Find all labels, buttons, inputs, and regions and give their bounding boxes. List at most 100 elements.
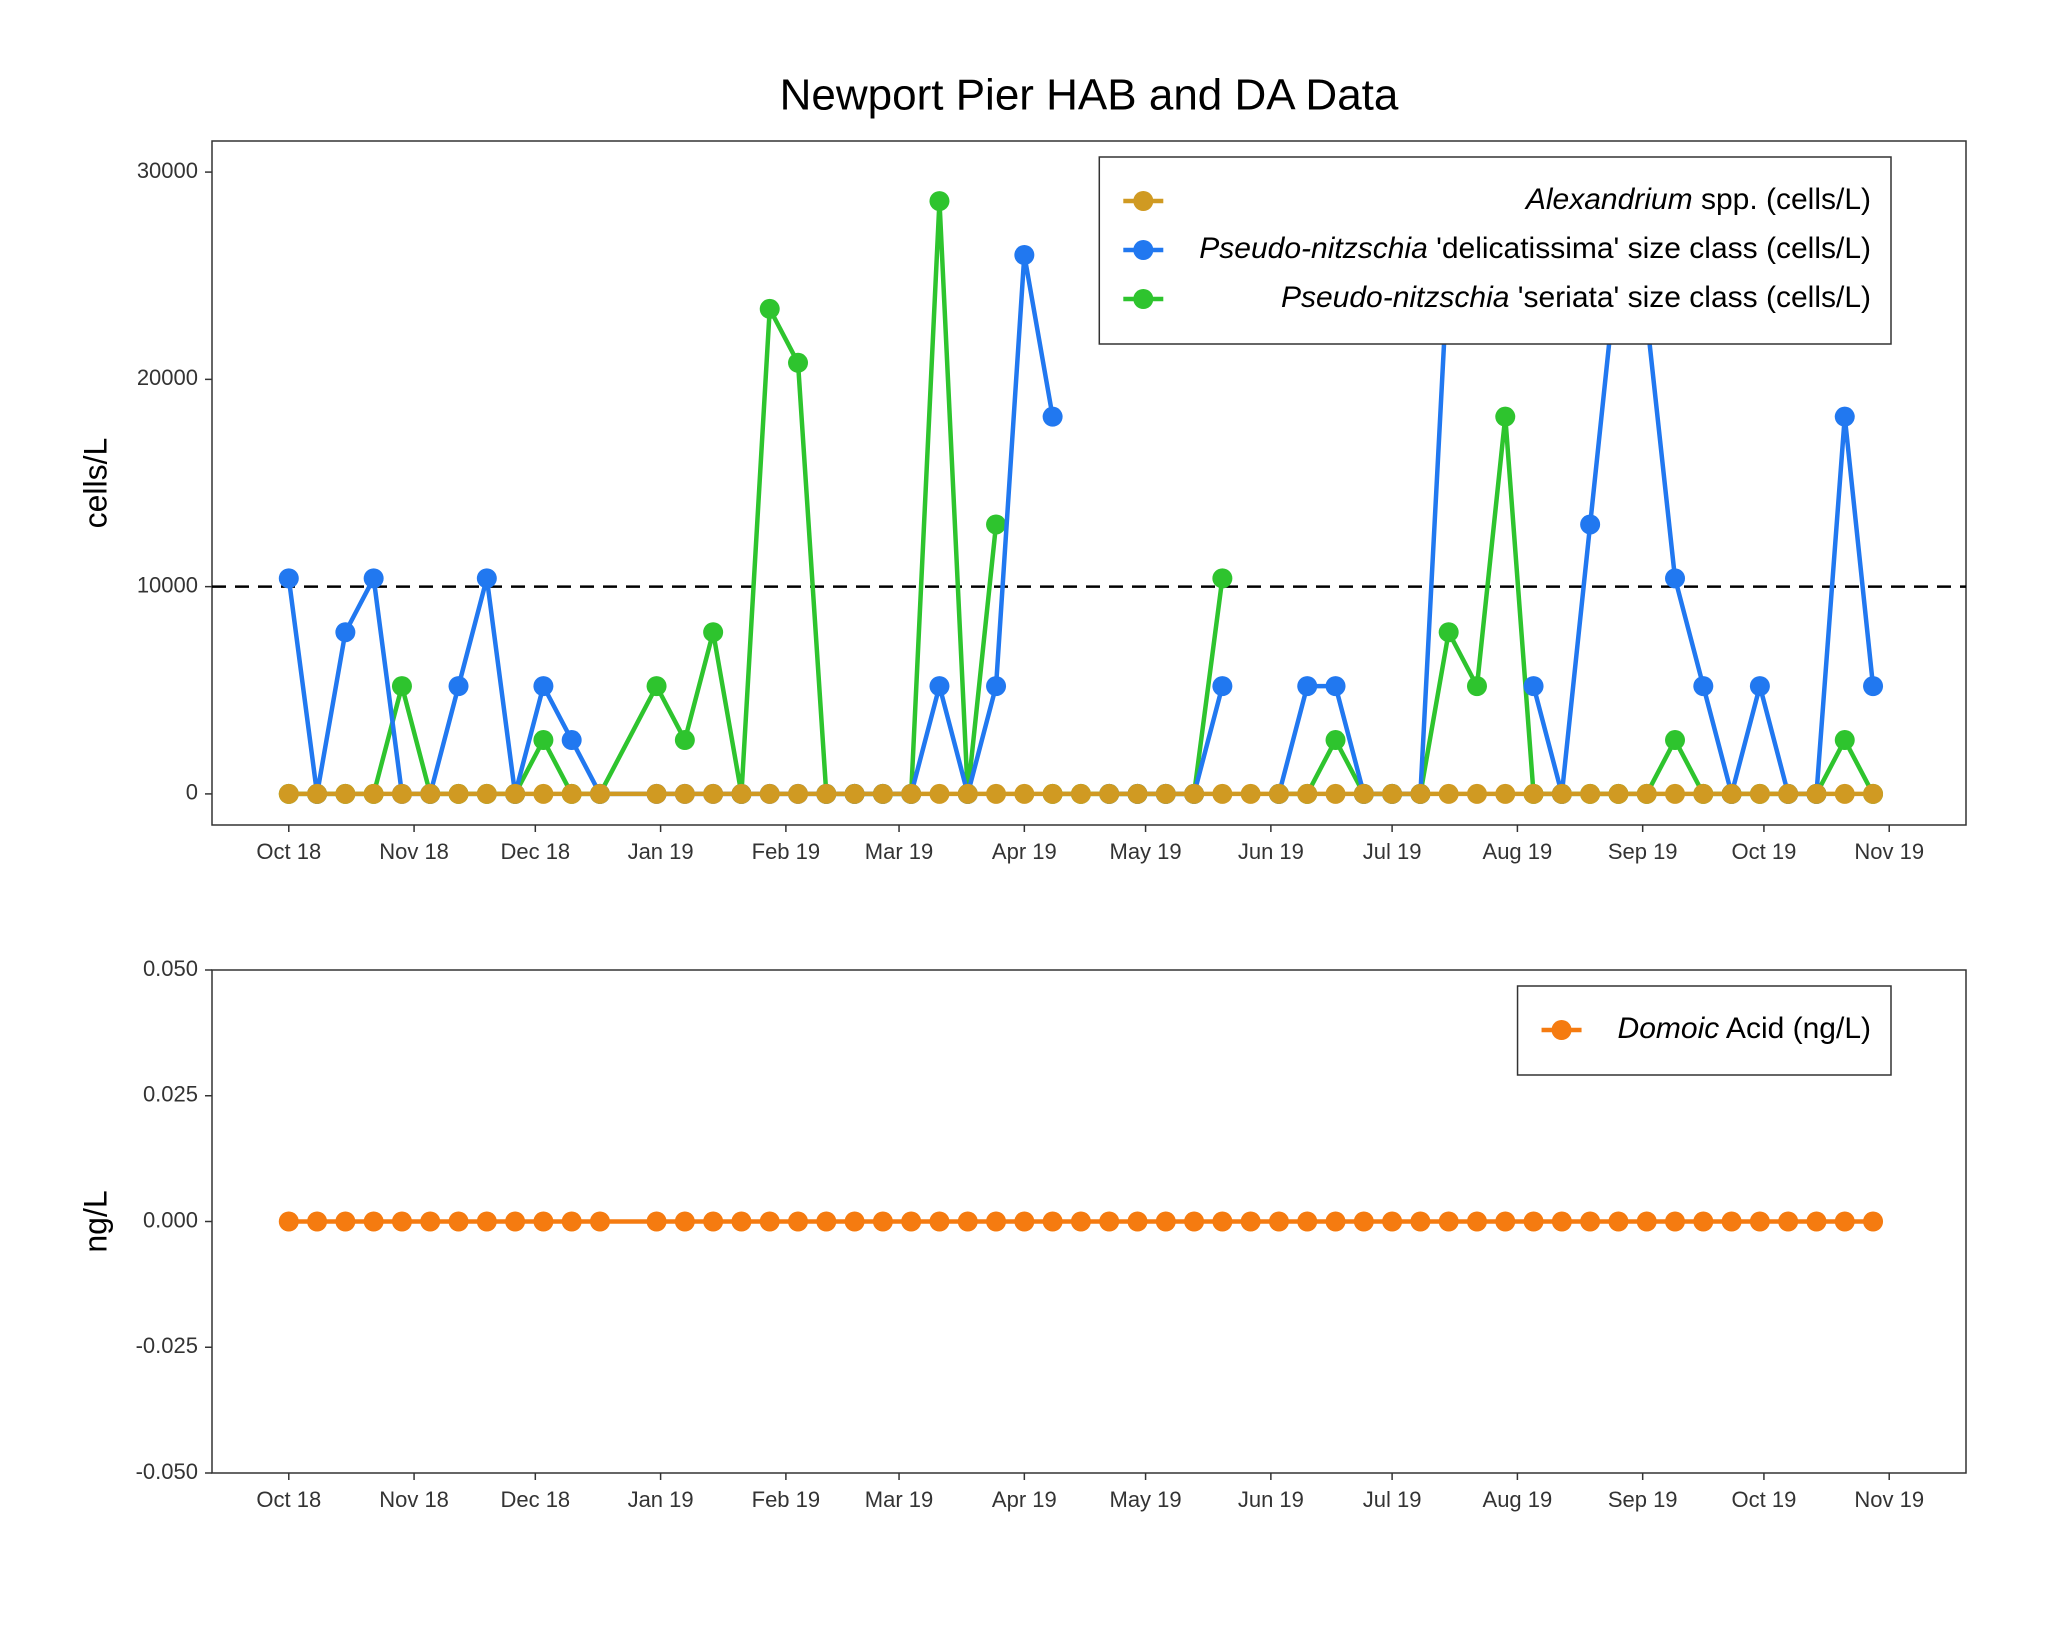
legend-box [1098, 156, 1892, 345]
data-point [1382, 783, 1403, 804]
data-point [1523, 783, 1544, 804]
data-point [1466, 1211, 1487, 1232]
data-point [1749, 1211, 1770, 1232]
data-point [1749, 676, 1770, 697]
legend-label: Pseudo-nitzschia 'seriata' size class (c… [1281, 281, 1871, 314]
y-tick-label: 10000 [137, 572, 198, 597]
data-point [420, 1211, 441, 1232]
data-point [391, 676, 412, 697]
data-point [589, 783, 610, 804]
data-point [872, 783, 893, 804]
x-tick-label: Aug 19 [1483, 1487, 1553, 1512]
data-point [476, 1211, 497, 1232]
data-point [1127, 783, 1148, 804]
data-point [505, 783, 526, 804]
data-point [335, 622, 356, 643]
x-tick-label: Nov 18 [379, 1487, 449, 1512]
data-point [448, 676, 469, 697]
data-point [1099, 1211, 1120, 1232]
x-tick-label: Oct 19 [1732, 1487, 1797, 1512]
data-point [1382, 1211, 1403, 1232]
data-point [561, 1211, 582, 1232]
data-point [476, 568, 497, 589]
data-point [731, 1211, 752, 1232]
y-tick-label: -0.050 [136, 1459, 198, 1484]
data-point [476, 783, 497, 804]
data-point [1693, 676, 1714, 697]
data-point [363, 568, 384, 589]
data-point [844, 783, 865, 804]
data-point [391, 783, 412, 804]
data-point [1184, 1211, 1205, 1232]
data-point [986, 1211, 1007, 1232]
data-point [1240, 783, 1261, 804]
x-tick-label: May 19 [1110, 839, 1182, 864]
legend-swatch-dot [1133, 240, 1154, 260]
data-point [1240, 1211, 1261, 1232]
data-point [1834, 783, 1855, 804]
y-tick-label: 20000 [137, 365, 198, 390]
y-tick-label: -0.025 [136, 1333, 198, 1358]
data-point [1184, 783, 1205, 804]
x-tick-label: Jun 19 [1238, 839, 1304, 864]
legend: Domoic Acid (ng/L) [1516, 985, 1892, 1076]
data-point [844, 1211, 865, 1232]
data-point [703, 622, 724, 643]
data-point [1042, 406, 1063, 427]
data-point [278, 568, 299, 589]
legend-swatch-dot [1133, 191, 1154, 211]
data-point [1551, 783, 1572, 804]
data-point [816, 1211, 837, 1232]
data-point [1863, 783, 1884, 804]
x-tick-label: Dec 18 [500, 839, 570, 864]
data-point [1580, 514, 1601, 535]
y-tick-label: 0.050 [143, 956, 198, 981]
data-point [957, 783, 978, 804]
data-point [1410, 783, 1431, 804]
data-point [929, 1211, 950, 1232]
data-point [788, 1211, 809, 1232]
legend-swatch-dot [1551, 1020, 1572, 1040]
data-point [1325, 1211, 1346, 1232]
data-point [986, 514, 1007, 535]
data-point [674, 730, 695, 751]
data-point [307, 1211, 328, 1232]
data-point [1495, 406, 1516, 427]
data-point [1580, 783, 1601, 804]
data-point [759, 783, 780, 804]
data-point [1665, 783, 1686, 804]
x-tick-label: Jan 19 [628, 839, 694, 864]
data-point [1608, 783, 1629, 804]
x-tick-label: Mar 19 [865, 839, 933, 864]
legend-label: Pseudo-nitzschia 'delicatissima' size cl… [1199, 232, 1871, 265]
data-point [872, 1211, 893, 1232]
data-point [533, 1211, 554, 1232]
data-point [1155, 1211, 1176, 1232]
data-point [505, 1211, 526, 1232]
data-point [1834, 730, 1855, 751]
data-point [816, 783, 837, 804]
data-point [1466, 676, 1487, 697]
data-point [561, 783, 582, 804]
data-point [1495, 783, 1516, 804]
x-tick-label: Jul 19 [1363, 839, 1422, 864]
data-point [1665, 730, 1686, 751]
data-point [1325, 730, 1346, 751]
data-point [1778, 783, 1799, 804]
x-tick-label: Apr 19 [992, 839, 1057, 864]
data-point [1042, 783, 1063, 804]
data-point [363, 783, 384, 804]
x-tick-label: Oct 18 [256, 839, 321, 864]
data-point [986, 783, 1007, 804]
data-point [391, 1211, 412, 1232]
data-point [1749, 783, 1770, 804]
data-point [1721, 1211, 1742, 1232]
legend-label: Alexandrium spp. (cells/L) [1524, 183, 1871, 216]
x-tick-label: Oct 19 [1732, 839, 1797, 864]
x-tick-label: Jan 19 [628, 1487, 694, 1512]
x-tick-label: Nov 19 [1854, 1487, 1924, 1512]
data-point [759, 1211, 780, 1232]
data-point [788, 352, 809, 373]
